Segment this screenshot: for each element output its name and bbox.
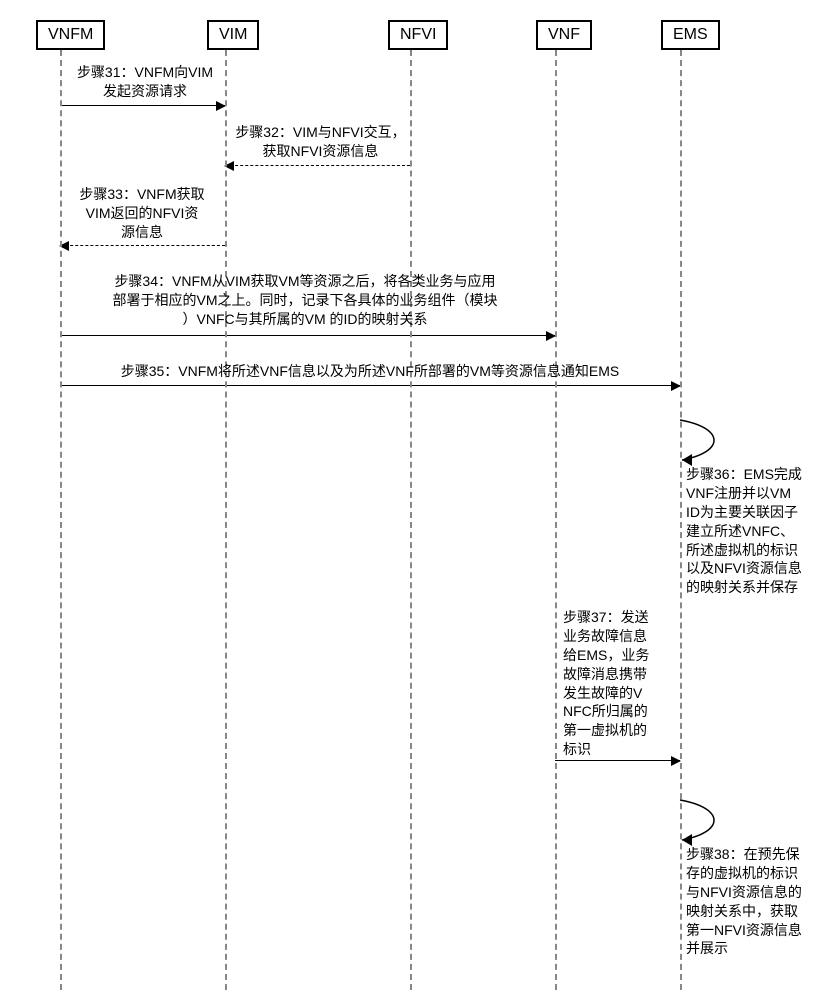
participant-nfvi-label: NFVI: [400, 26, 436, 43]
note-36: 步骤36：EMS完成 VNF注册并以VM ID为主要关联因子 建立所述VNFC、…: [686, 465, 816, 597]
participant-nfvi: NFVI: [388, 20, 448, 50]
lifeline-vnf: [555, 50, 557, 990]
lifeline-nfvi: [410, 50, 412, 990]
msg35-label: 步骤35：VNFM将所述VNF信息以及为所述VNF所部署的VM等资源信息通知EM…: [75, 362, 665, 381]
msg31-line: [60, 105, 225, 106]
msg37-label: 步骤37：发送 业务故障信息 给EMS，业务 故障消息携带 发生故障的V NFC…: [563, 608, 678, 759]
msg33-line: [60, 245, 225, 246]
note-38: 步骤38：在预先保 存的虚拟机的标识 与NFVI资源信息的 映射关系中，获取 第…: [686, 845, 816, 958]
participant-vnfm-label: VNFM: [48, 26, 93, 43]
participant-vnf-label: VNF: [548, 26, 580, 43]
msg34-label: 步骤34：VNFM从VIM获取VM等资源之后，将各类业务与应用 部署于相应的VM…: [75, 272, 535, 329]
msg32-label: 步骤32：VIM与NFVI交互， 获取NFVI资源信息: [228, 123, 413, 161]
participant-ems: EMS: [661, 20, 720, 50]
participant-vnf: VNF: [536, 20, 592, 50]
msg33-label: 步骤33：VNFM获取 VIM返回的NFVI资 源信息: [62, 185, 222, 242]
participant-vnfm: VNFM: [36, 20, 105, 50]
lifeline-vim: [225, 50, 227, 990]
msg34-line: [60, 335, 555, 336]
participant-vim-label: VIM: [219, 26, 247, 43]
msg37-line: [555, 760, 680, 761]
msg32-line: [225, 165, 410, 166]
participant-vim: VIM: [207, 20, 259, 50]
msg31-label: 步骤31：VNFM向VIM 发起资源请求: [65, 63, 225, 101]
participant-ems-label: EMS: [673, 26, 708, 43]
msg35-line: [60, 385, 680, 386]
